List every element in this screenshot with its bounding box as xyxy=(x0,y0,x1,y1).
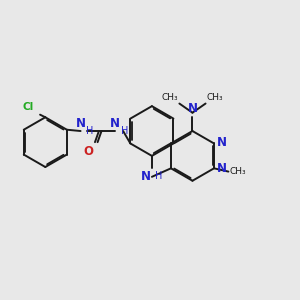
Text: N: N xyxy=(217,163,226,176)
Text: H: H xyxy=(86,126,94,136)
Text: CH₃: CH₃ xyxy=(207,93,224,102)
Text: N: N xyxy=(76,117,85,130)
Text: CH₃: CH₃ xyxy=(230,167,246,176)
Text: N: N xyxy=(188,102,197,115)
Text: N: N xyxy=(141,169,151,183)
Text: N: N xyxy=(110,117,120,130)
Text: N: N xyxy=(217,136,226,149)
Text: H: H xyxy=(154,171,162,181)
Text: Cl: Cl xyxy=(22,102,34,112)
Text: O: O xyxy=(84,146,94,158)
Text: H: H xyxy=(121,126,128,136)
Text: CH₃: CH₃ xyxy=(161,93,178,102)
